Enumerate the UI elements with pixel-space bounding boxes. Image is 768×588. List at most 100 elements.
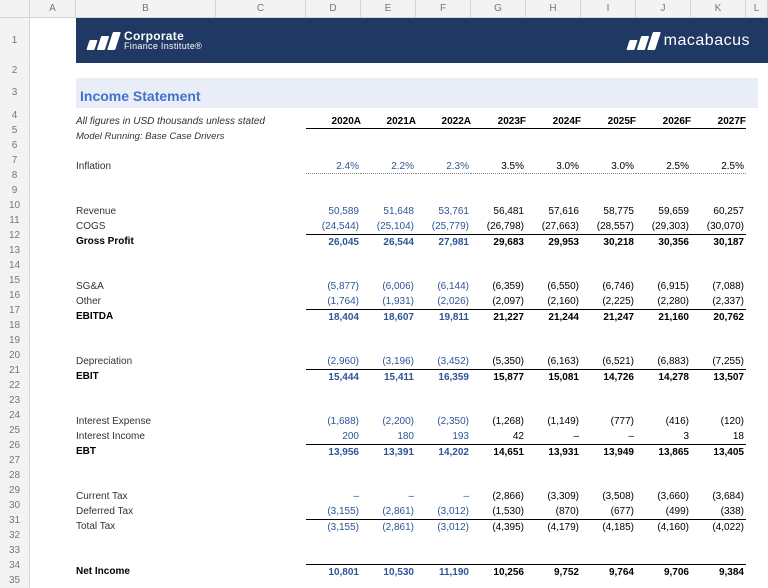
data-cell[interactable]: (1,268) [471, 414, 526, 429]
row-header-cell[interactable]: 26 [0, 438, 30, 453]
col-header-cell[interactable] [0, 0, 30, 18]
data-cell[interactable]: 15,411 [361, 369, 416, 384]
data-cell[interactable]: 56,481 [471, 204, 526, 219]
data-cell[interactable]: 26,544 [361, 234, 416, 249]
row-header-cell[interactable]: 29 [0, 483, 30, 498]
col-header-cell[interactable]: D [306, 0, 361, 18]
data-cell[interactable]: 13,956 [306, 444, 361, 459]
data-cell[interactable]: 59,659 [636, 204, 691, 219]
row-header-cell[interactable]: 27 [0, 453, 30, 468]
row-header-cell[interactable]: 21 [0, 363, 30, 378]
data-cell[interactable]: 9,706 [636, 564, 691, 579]
col-header-cell[interactable]: B [76, 0, 216, 18]
data-cell[interactable]: (2,337) [691, 294, 746, 309]
data-cell[interactable]: 3 [636, 429, 691, 444]
data-cell[interactable]: 15,081 [526, 369, 581, 384]
row-header-cell[interactable]: 16 [0, 288, 30, 303]
data-cell[interactable]: (25,779) [416, 219, 471, 234]
data-cell[interactable]: 29,953 [526, 234, 581, 249]
row-header-cell[interactable]: 2 [0, 63, 30, 78]
data-cell[interactable]: (4,160) [636, 519, 691, 534]
data-cell[interactable]: (870) [526, 504, 581, 519]
data-cell[interactable]: 29,683 [471, 234, 526, 249]
row-header-cell[interactable]: 30 [0, 498, 30, 513]
data-cell[interactable]: – [526, 429, 581, 444]
row-header-cell[interactable]: 17 [0, 303, 30, 318]
data-cell[interactable]: 42 [471, 429, 526, 444]
data-cell[interactable]: – [416, 489, 471, 504]
data-cell[interactable]: 14,278 [636, 369, 691, 384]
data-cell[interactable]: 3.0% [581, 159, 636, 174]
data-cell[interactable]: (2,861) [361, 504, 416, 519]
row-header-cell[interactable]: 7 [0, 153, 30, 168]
col-header-cell[interactable]: G [471, 0, 526, 18]
data-cell[interactable]: (6,359) [471, 279, 526, 294]
data-cell[interactable]: (5,877) [306, 279, 361, 294]
data-cell[interactable]: 10,801 [306, 564, 361, 579]
row-header-cell[interactable]: 20 [0, 348, 30, 363]
data-cell[interactable]: 18,607 [361, 309, 416, 324]
data-cell[interactable]: (4,179) [526, 519, 581, 534]
data-cell[interactable]: (6,746) [581, 279, 636, 294]
row-header-cell[interactable]: 8 [0, 168, 30, 183]
data-cell[interactable]: (6,550) [526, 279, 581, 294]
data-cell[interactable]: 10,256 [471, 564, 526, 579]
row-header-cell[interactable]: 15 [0, 273, 30, 288]
data-cell[interactable]: (3,309) [526, 489, 581, 504]
data-cell[interactable]: (6,006) [361, 279, 416, 294]
data-cell[interactable]: 9,752 [526, 564, 581, 579]
data-cell[interactable]: 13,931 [526, 444, 581, 459]
data-cell[interactable]: (2,280) [636, 294, 691, 309]
row-header-cell[interactable]: 3 [0, 78, 30, 108]
data-cell[interactable]: 53,761 [416, 204, 471, 219]
col-header-cell[interactable]: I [581, 0, 636, 18]
row-header-cell[interactable]: 14 [0, 258, 30, 273]
data-cell[interactable]: 13,391 [361, 444, 416, 459]
data-cell[interactable]: 11,190 [416, 564, 471, 579]
data-cell[interactable]: 14,726 [581, 369, 636, 384]
row-header-cell[interactable]: 23 [0, 393, 30, 408]
data-cell[interactable]: – [306, 489, 361, 504]
data-cell[interactable]: (26,798) [471, 219, 526, 234]
data-cell[interactable]: (2,861) [361, 519, 416, 534]
data-cell[interactable]: 51,648 [361, 204, 416, 219]
data-cell[interactable]: (1,688) [306, 414, 361, 429]
data-cell[interactable]: 2.5% [636, 159, 691, 174]
data-cell[interactable]: 3.5% [471, 159, 526, 174]
data-cell[interactable]: (2,866) [471, 489, 526, 504]
data-cell[interactable]: (24,544) [306, 219, 361, 234]
data-cell[interactable]: 58,775 [581, 204, 636, 219]
data-cell[interactable]: 10,530 [361, 564, 416, 579]
data-cell[interactable]: (3,452) [416, 354, 471, 369]
data-cell[interactable]: (6,915) [636, 279, 691, 294]
row-header-cell[interactable]: 6 [0, 138, 30, 153]
row-header-cell[interactable]: 9 [0, 183, 30, 198]
data-cell[interactable]: (4,395) [471, 519, 526, 534]
data-cell[interactable]: – [361, 489, 416, 504]
data-cell[interactable]: 30,356 [636, 234, 691, 249]
row-header-cell[interactable]: 28 [0, 468, 30, 483]
data-cell[interactable]: 2.3% [416, 159, 471, 174]
data-cell[interactable]: (3,012) [416, 519, 471, 534]
data-cell[interactable]: (499) [636, 504, 691, 519]
row-header-cell[interactable]: 18 [0, 318, 30, 333]
data-cell[interactable]: (3,155) [306, 519, 361, 534]
data-cell[interactable]: (338) [691, 504, 746, 519]
data-cell[interactable]: 14,202 [416, 444, 471, 459]
col-header-cell[interactable]: F [416, 0, 471, 18]
data-cell[interactable]: 9,384 [691, 564, 746, 579]
data-cell[interactable]: 21,160 [636, 309, 691, 324]
data-cell[interactable]: (777) [581, 414, 636, 429]
data-cell[interactable]: (2,097) [471, 294, 526, 309]
data-cell[interactable]: – [581, 429, 636, 444]
row-header-cell[interactable]: 1 [0, 18, 30, 63]
data-cell[interactable]: (6,144) [416, 279, 471, 294]
data-cell[interactable]: 21,244 [526, 309, 581, 324]
data-cell[interactable]: 13,949 [581, 444, 636, 459]
row-header-cell[interactable]: 10 [0, 198, 30, 213]
data-cell[interactable]: 13,405 [691, 444, 746, 459]
row-header-cell[interactable]: 25 [0, 423, 30, 438]
data-cell[interactable]: (416) [636, 414, 691, 429]
data-cell[interactable]: (2,225) [581, 294, 636, 309]
data-cell[interactable]: 27,981 [416, 234, 471, 249]
